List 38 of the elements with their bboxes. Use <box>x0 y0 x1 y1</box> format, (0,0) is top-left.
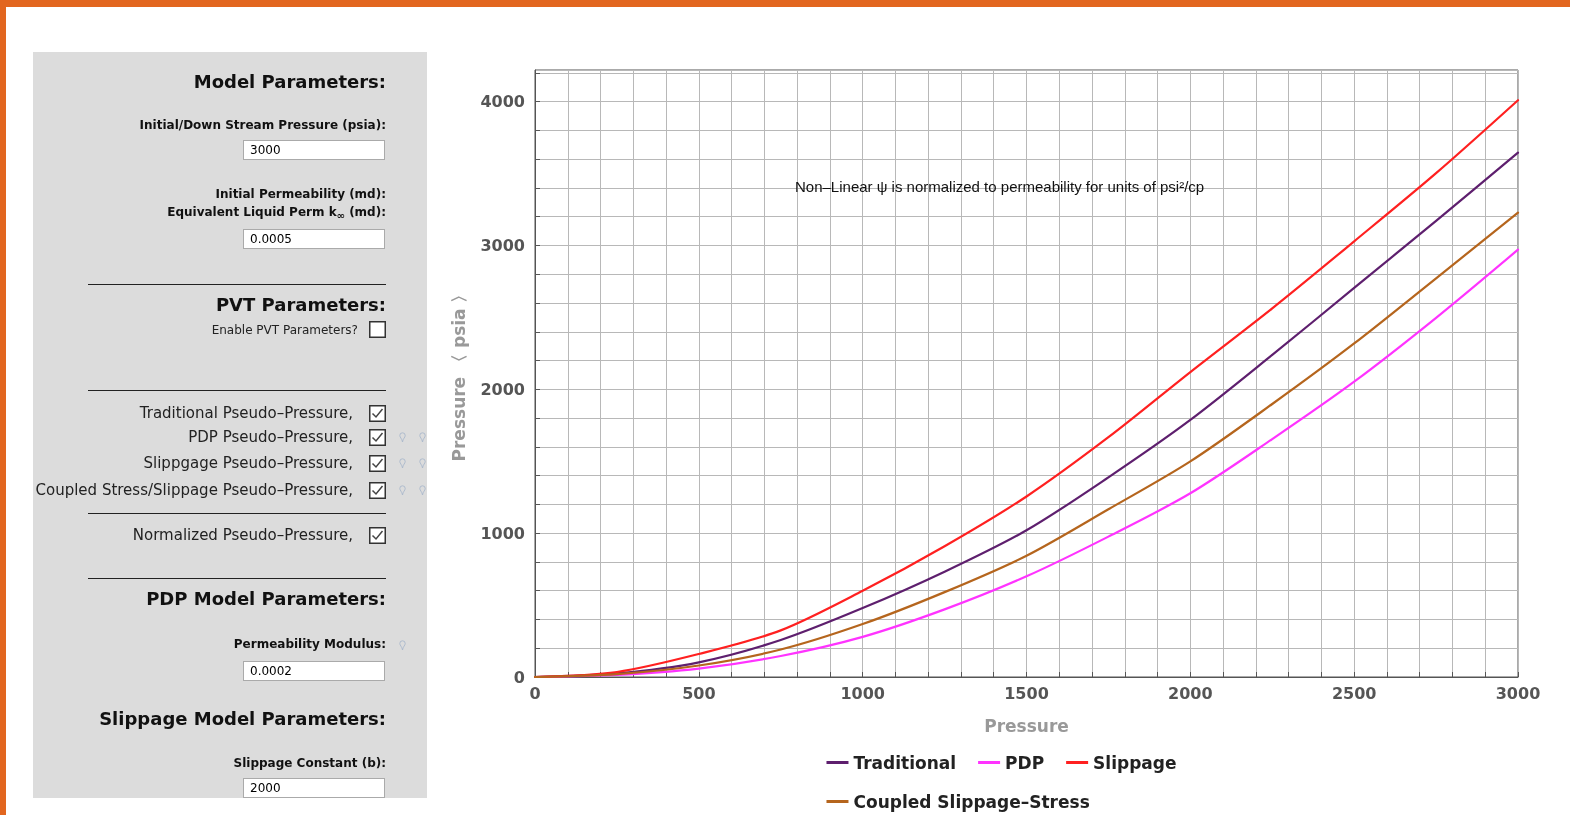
text: Initial Permeability (md): <box>215 187 386 201</box>
text: 0.0005 <box>243 229 385 249</box>
text: Permeability Modulus: <box>233 637 386 651</box>
x-tick-label: 3000 <box>1495 683 1541 703</box>
y-tick-label: 2000 <box>480 379 525 399</box>
legend-label: Slippage <box>1093 752 1177 773</box>
text: Equivalent Liquid Perm k$_{∞}$ (md): <box>167 205 386 222</box>
y-tick-label: 4000 <box>480 92 525 112</box>
legend-label: Traditional <box>853 752 957 773</box>
legend-label: PDP <box>1005 752 1045 773</box>
y-tick-label: 3000 <box>480 235 525 255</box>
text: Slippage Model Parameters: <box>99 707 386 729</box>
text: 2000 <box>243 778 385 798</box>
text: PDP Model Parameters: <box>146 587 386 609</box>
x-tick-label: 2500 <box>1331 683 1377 703</box>
text: PVT Parameters: <box>215 293 386 315</box>
x-tick-label: 1000 <box>840 683 885 703</box>
text: Slippage Constant (b): <box>233 756 386 770</box>
x-tick-label: 1500 <box>1004 683 1049 703</box>
text: Traditional Pseudo–Pressure, <box>139 404 353 422</box>
legend-label: Coupled Slippage–Stress <box>853 791 1090 812</box>
text: Enable PVT Parameters? <box>211 323 358 337</box>
x-tick-label: 2000 <box>1168 683 1213 703</box>
x-tick-label: 0 <box>529 683 541 703</box>
y-axis-title: Pressure 〈 psia 〉 <box>448 285 469 462</box>
y-tick-label: 0 <box>513 667 525 687</box>
x-tick-label: 500 <box>682 683 716 703</box>
text: PDP Pseudo–Pressure, <box>188 428 353 446</box>
text: Model Parameters: <box>193 70 386 92</box>
text: Normalized Pseudo–Pressure, <box>132 526 353 544</box>
text: Initial/Down Stream Pressure (psia): <box>139 118 386 132</box>
annotation: Non–Linear ψ is normalized to permeability for units of psi²/cp <box>795 178 1205 195</box>
text: 0.0002 <box>243 661 385 681</box>
text: Coupled Stress/Slippage Pseudo–Pressure, <box>35 481 353 499</box>
text: 3000 <box>243 140 385 160</box>
text: Slippgage Pseudo–Pressure, <box>143 454 353 472</box>
x-axis-title: Pressure <box>984 715 1069 736</box>
y-tick-label: 1000 <box>480 523 525 543</box>
